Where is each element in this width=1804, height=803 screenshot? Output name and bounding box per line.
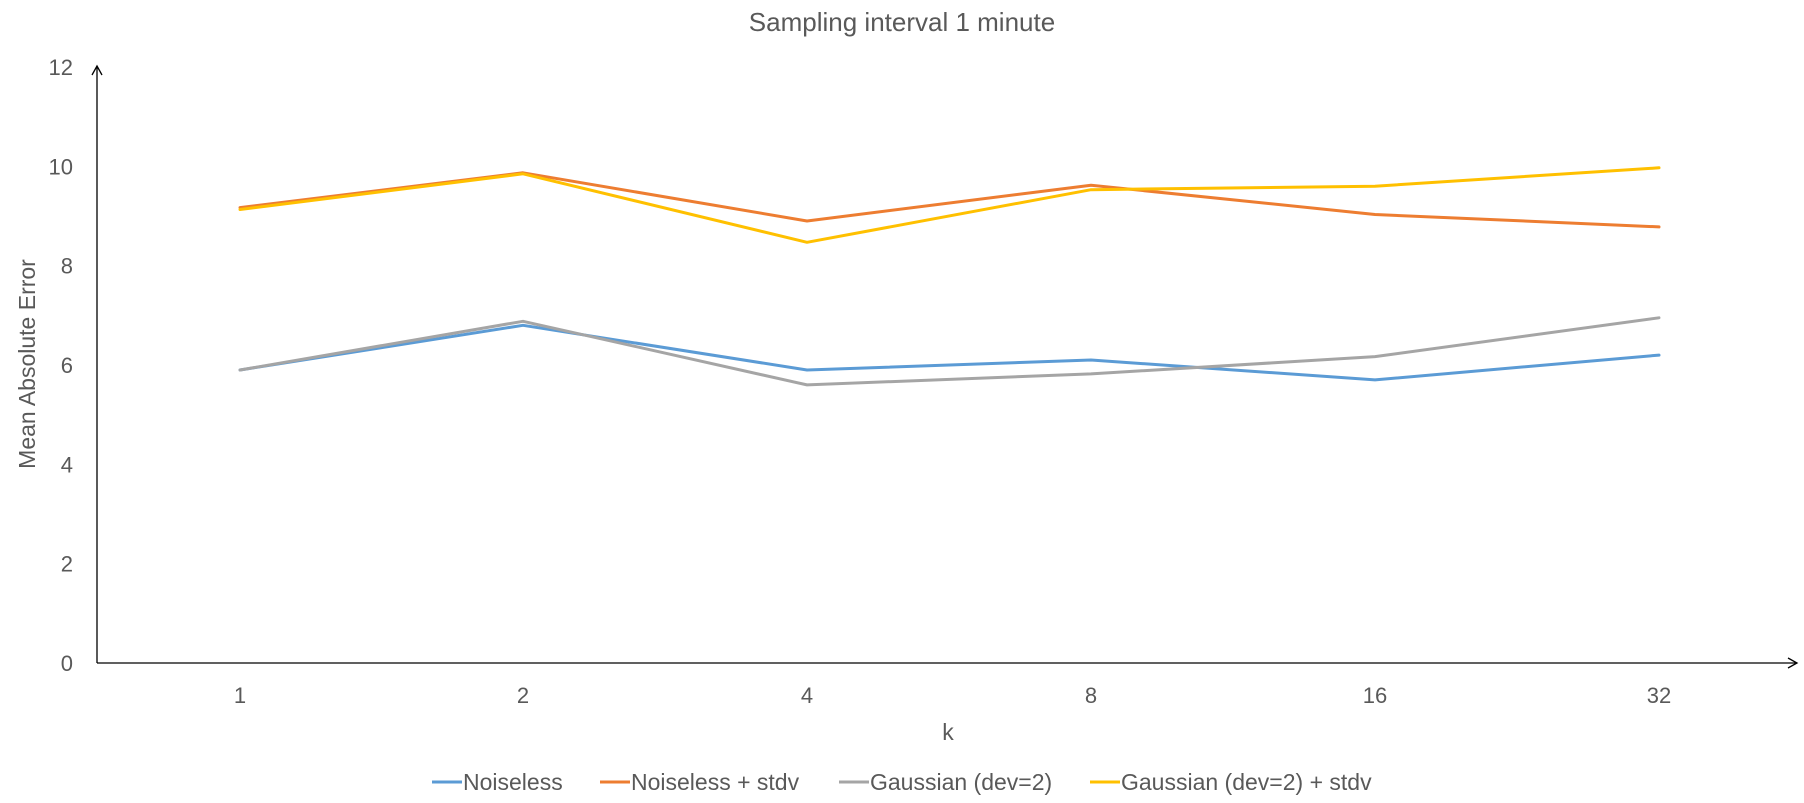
x-tick-label: 32 (1647, 683, 1671, 708)
legend-label: Gaussian (dev=2) + stdv (1121, 769, 1372, 795)
legend-label: Gaussian (dev=2) (870, 769, 1052, 795)
y-tick-label: 4 (61, 452, 73, 477)
series-line-4 (238, 166, 1661, 244)
legend-label: Noiseless (463, 769, 563, 795)
x-tick-label: 8 (1085, 683, 1097, 708)
x-tick-label: 4 (801, 683, 813, 708)
y-tick-label: 0 (61, 651, 73, 676)
x-axis-arrow (1787, 657, 1799, 669)
y-axis-label: Mean Absolute Error (14, 259, 40, 469)
y-tick-label: 2 (61, 552, 73, 577)
y-axis-ticks: 0 2 4 6 8 10 12 (49, 55, 73, 676)
y-tick-label: 6 (61, 353, 73, 378)
y-tick-label: 10 (49, 154, 73, 179)
y-tick-label: 8 (61, 254, 73, 279)
x-tick-label: 1 (234, 683, 246, 708)
series-line-1 (238, 323, 1661, 382)
chart-title: Sampling interval 1 minute (749, 7, 1055, 37)
x-axis-label: k (942, 719, 954, 745)
series-lines (238, 166, 1661, 387)
x-tick-label: 16 (1363, 683, 1387, 708)
series-line-3 (238, 316, 1661, 387)
legend-label: Noiseless + stdv (631, 769, 800, 795)
legend: Noiseless Noiseless + stdv Gaussian (dev=2… (432, 769, 1372, 795)
x-axis-ticks: 1 2 4 8 16 32 (234, 683, 1671, 708)
y-axis-arrow (91, 64, 103, 76)
y-tick-label: 12 (49, 55, 73, 80)
x-tick-label: 2 (517, 683, 529, 708)
